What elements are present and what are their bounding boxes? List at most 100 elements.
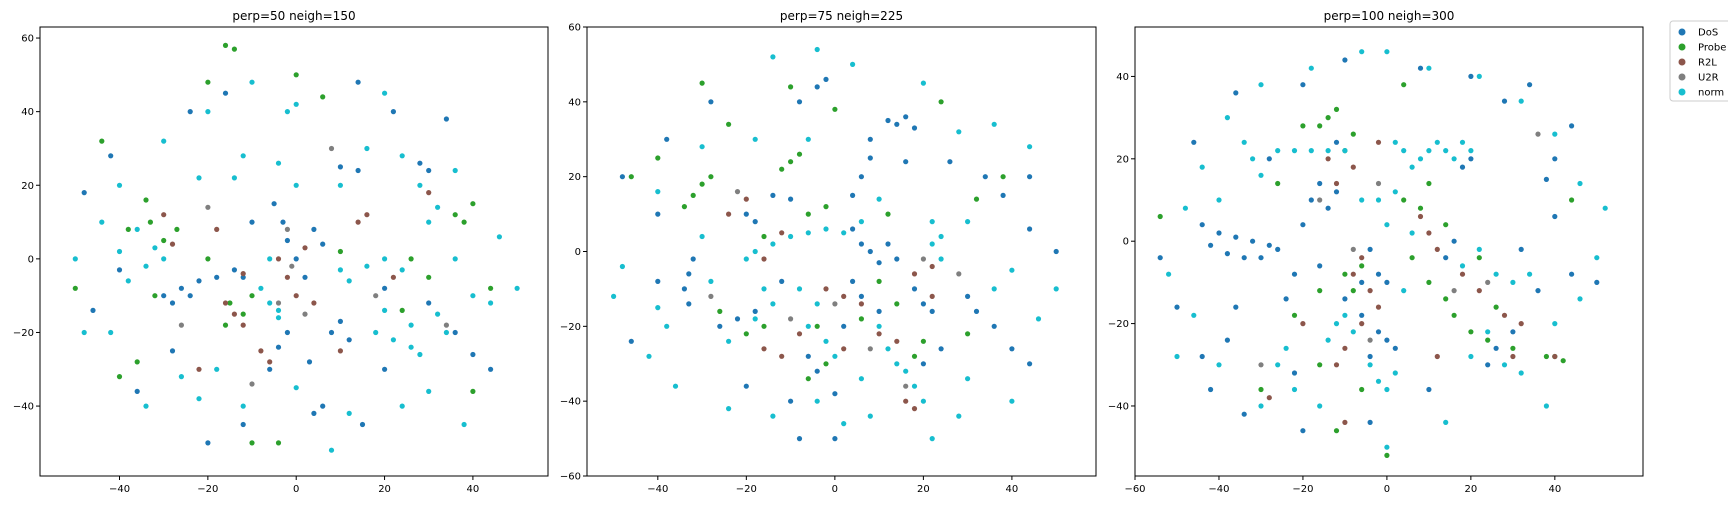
point-normal — [443, 329, 449, 336]
point-Probe — [920, 338, 927, 344]
point-U2R — [867, 346, 873, 352]
point-normal — [1510, 279, 1516, 285]
point-DoS — [1233, 234, 1239, 240]
point-Probe — [72, 285, 78, 291]
point-Probe — [320, 94, 326, 100]
point-normal — [1317, 403, 1323, 409]
point-Probe — [1543, 353, 1549, 360]
point-normal — [161, 256, 167, 262]
point-Probe — [1291, 312, 1298, 318]
point-R2L — [1476, 288, 1482, 294]
point-DoS — [1308, 197, 1314, 203]
point-normal — [770, 413, 776, 419]
point-DoS — [382, 366, 388, 372]
point-DoS — [1417, 65, 1424, 71]
point-normal — [956, 129, 962, 135]
point-normal — [832, 353, 838, 359]
point-normal — [876, 323, 882, 329]
point-U2R — [1367, 337, 1373, 343]
point-DoS — [275, 344, 282, 350]
point-DoS — [867, 155, 873, 161]
point-normal — [805, 230, 811, 236]
point-DoS — [1543, 176, 1549, 182]
point-DoS — [965, 293, 971, 299]
point-U2R — [1535, 131, 1541, 137]
point-DoS — [187, 109, 193, 115]
point-Probe — [205, 79, 211, 85]
point-DoS — [911, 286, 918, 292]
point-normal — [1552, 321, 1558, 327]
point-normal — [293, 182, 299, 188]
point-R2L — [841, 293, 847, 299]
point-R2L — [823, 286, 829, 292]
point-DoS — [1208, 242, 1214, 248]
point-normal — [894, 361, 900, 367]
point-DoS — [876, 260, 882, 266]
point-normal — [1409, 230, 1415, 236]
point-DoS — [1300, 222, 1306, 228]
series-normal — [72, 79, 520, 453]
point-Probe — [1401, 197, 1407, 203]
point-DoS — [664, 136, 670, 142]
point-DoS — [752, 308, 758, 314]
point-normal — [1375, 378, 1382, 384]
series-DoS — [619, 76, 1059, 442]
point-normal — [841, 421, 847, 427]
y-tick-label: 20 — [568, 172, 581, 183]
point-Probe — [1325, 115, 1331, 121]
axes-frame — [1134, 26, 1644, 477]
point-DoS — [390, 109, 396, 115]
point-normal — [1426, 148, 1432, 154]
point-DoS — [1241, 255, 1247, 261]
point-normal — [858, 219, 865, 225]
point-R2L — [1426, 230, 1432, 236]
x-tick-label: 20 — [378, 484, 391, 495]
point-Probe — [743, 331, 749, 337]
y-tick-label: −20 — [1108, 319, 1129, 330]
point-normal — [655, 189, 661, 195]
point-U2R — [903, 383, 909, 389]
point-U2R — [328, 145, 335, 152]
scatter-points — [611, 46, 1059, 442]
series-Probe — [1157, 82, 1575, 458]
point-normal — [143, 403, 149, 409]
point-normal — [1409, 164, 1415, 170]
point-R2L — [1367, 288, 1373, 294]
point-DoS — [850, 226, 856, 232]
point-DoS — [1552, 213, 1558, 220]
point-DoS — [903, 159, 909, 165]
point-Probe — [1350, 288, 1356, 294]
point-DoS — [187, 293, 193, 299]
point-normal — [1384, 49, 1390, 55]
point-DoS — [752, 219, 758, 225]
point-normal — [1401, 148, 1407, 154]
point-DoS — [1375, 271, 1382, 277]
legend-label-DoS: DoS — [1698, 28, 1718, 39]
point-Probe — [965, 331, 971, 337]
point-normal — [1518, 98, 1524, 104]
point-normal — [965, 219, 971, 225]
point-DoS — [850, 278, 856, 284]
point-Probe — [885, 211, 891, 217]
point-DoS — [284, 329, 290, 336]
point-R2L — [196, 366, 202, 372]
point-normal — [708, 278, 714, 284]
point-DoS — [1199, 353, 1205, 360]
point-normal — [1459, 139, 1466, 145]
point-Probe — [116, 374, 123, 380]
subplot-1: perp=50 neigh=150 −40 −20 0 20 40 −40 −20 0 20 40 6… — [13, 9, 549, 495]
point-R2L — [364, 212, 370, 218]
point-normal — [929, 219, 935, 225]
point-DoS — [1191, 139, 1197, 145]
point-R2L — [1375, 304, 1382, 310]
point-DoS — [858, 174, 865, 180]
point-DoS — [306, 359, 313, 365]
legend-frame — [1669, 20, 1728, 102]
point-U2R — [302, 311, 308, 317]
point-normal — [1443, 148, 1449, 154]
point-DoS — [1342, 57, 1348, 63]
axes-frame — [586, 26, 1097, 477]
point-U2R — [443, 322, 449, 328]
point-Probe — [858, 316, 865, 322]
point-normal — [1493, 271, 1499, 277]
